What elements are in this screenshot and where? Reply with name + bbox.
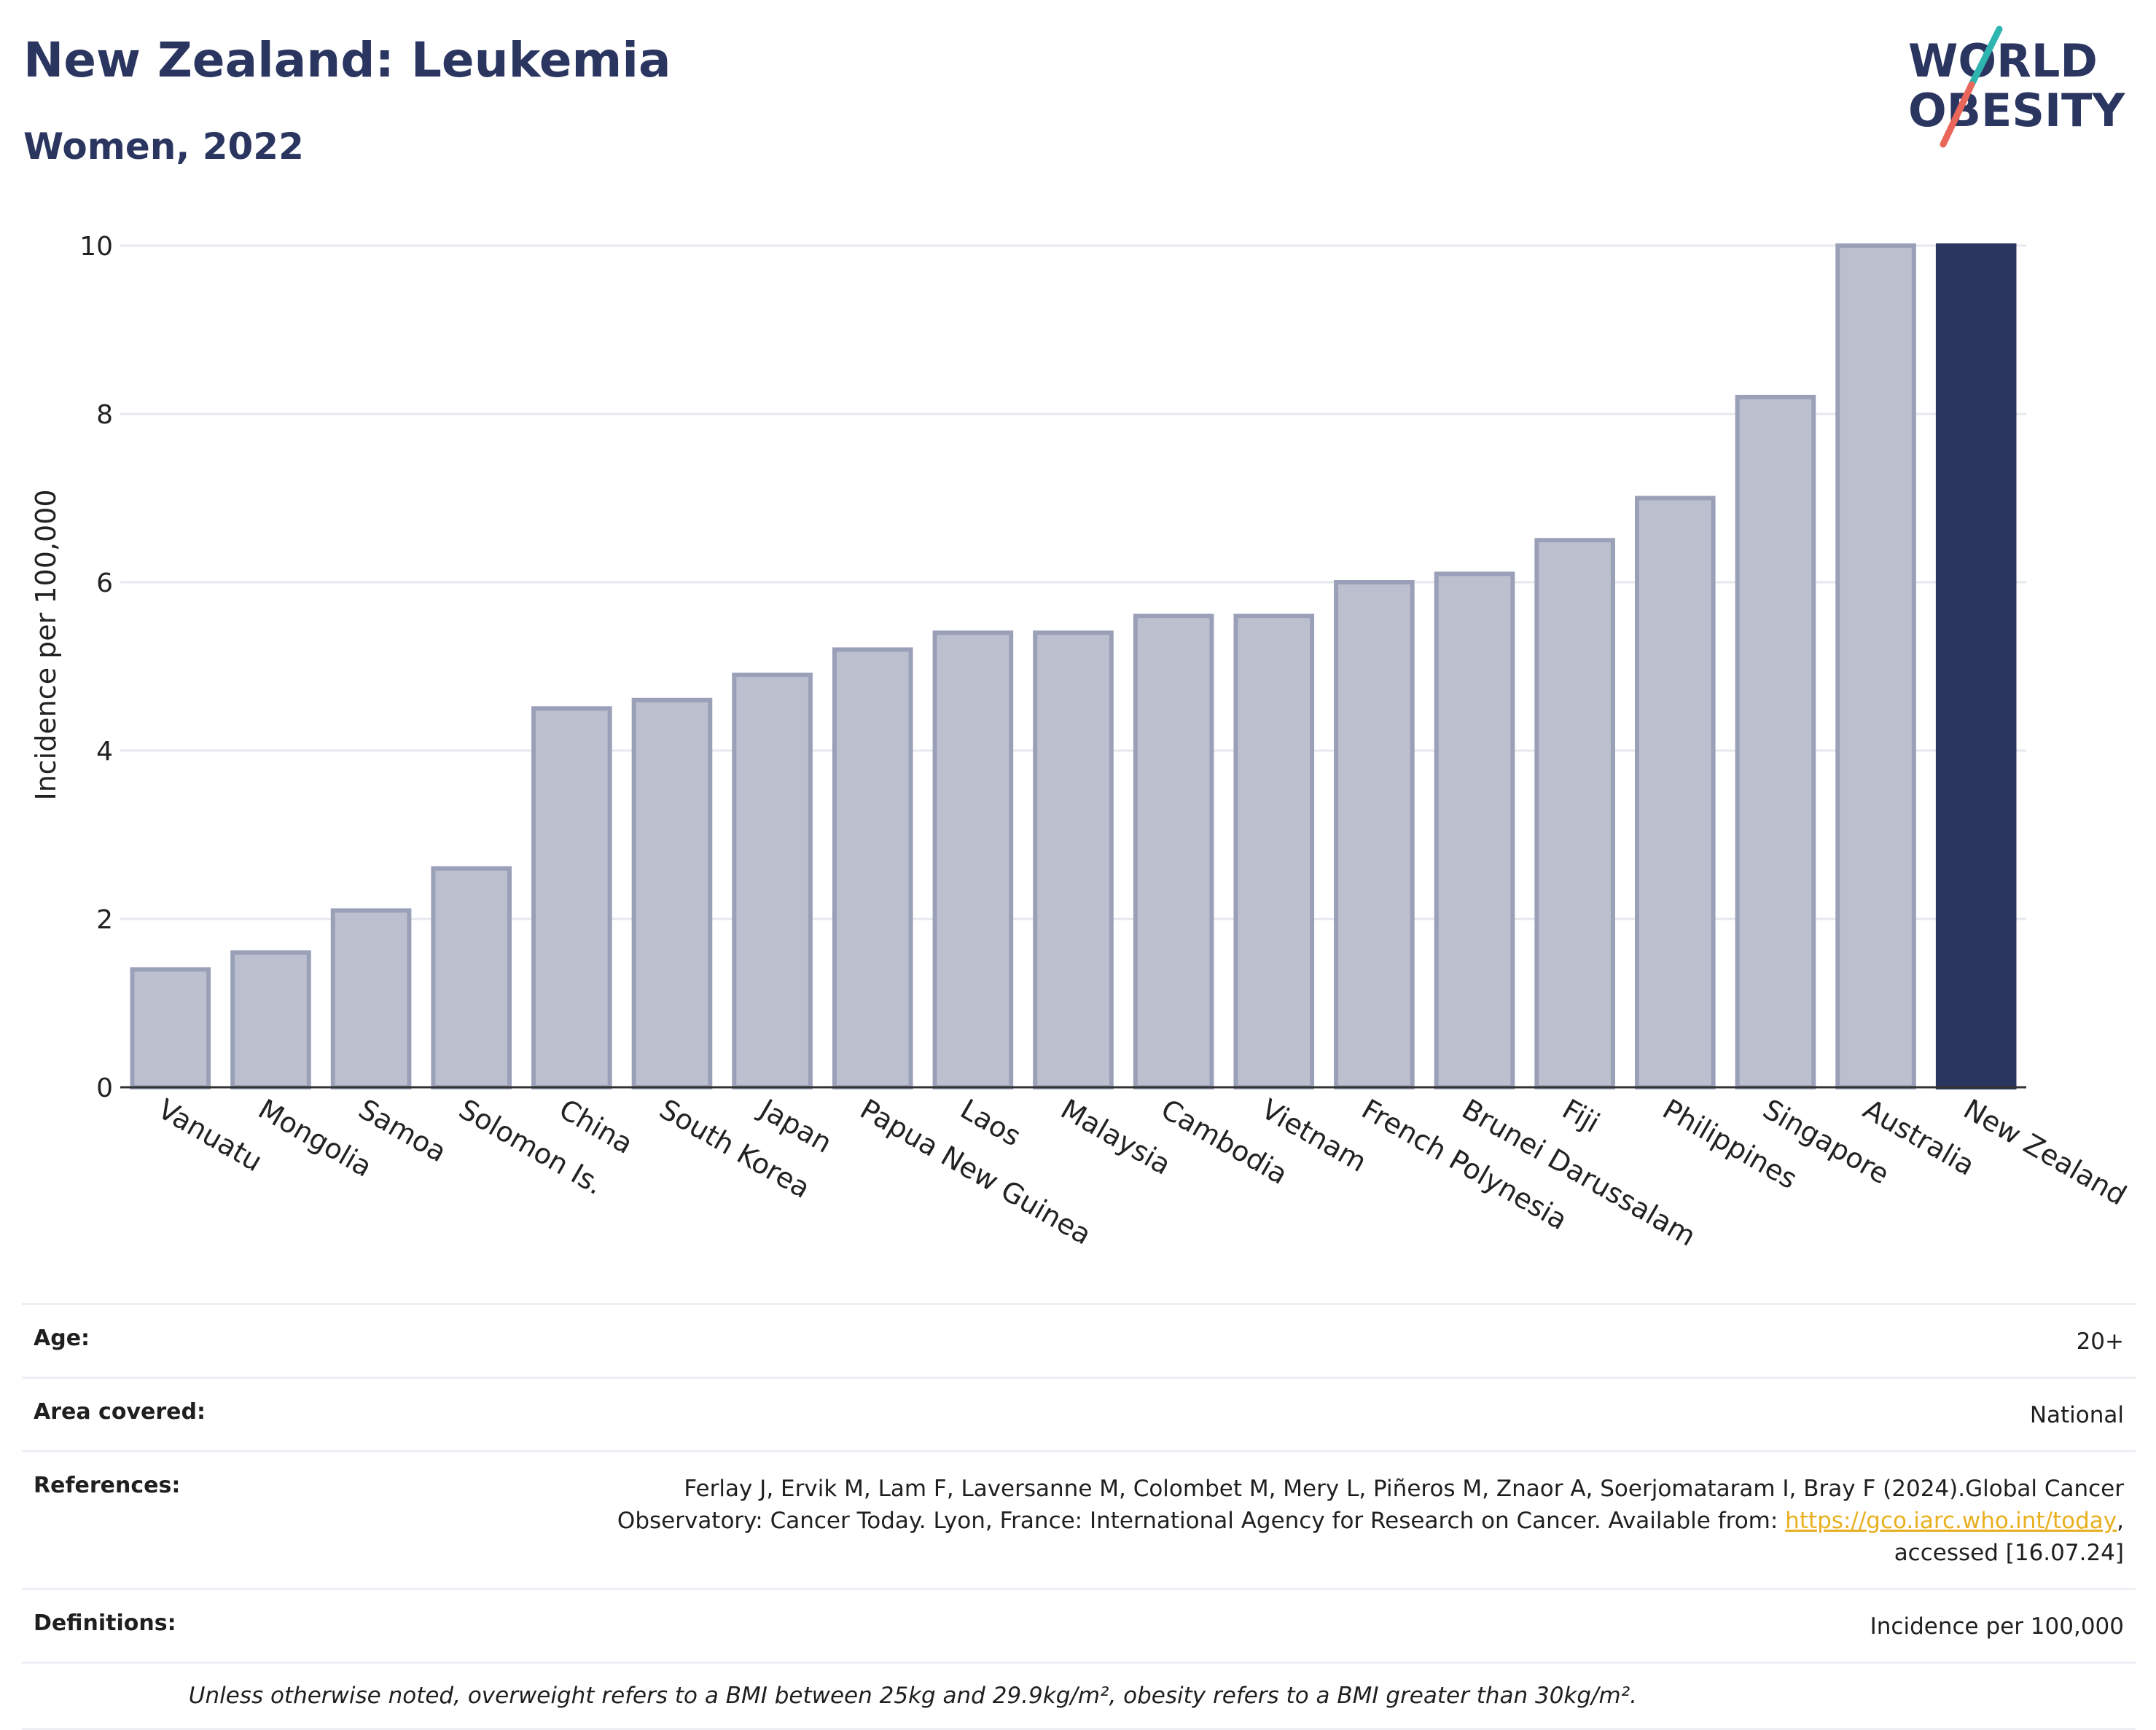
bar-malaysia[interactable] [1033, 630, 1114, 1089]
page-subtitle: Women, 2022 [23, 125, 304, 168]
info-row-definitions: Definitions: Incidence per 100,000 [22, 1588, 2136, 1661]
bar-japan[interactable] [732, 673, 813, 1089]
bar-cambodia[interactable] [1133, 614, 1214, 1089]
page-title: New Zealand: Leukemia [23, 32, 671, 88]
definitions-label: Definitions: [34, 1610, 176, 1636]
y-tick-label: 0 [96, 1073, 113, 1103]
bar-laos[interactable] [932, 630, 1014, 1089]
reference-line2: Observatory: Cancer Today. Lyon, France:… [617, 1508, 1786, 1534]
x-tick-label: Vanuatu [152, 1093, 267, 1178]
bar-samoa[interactable] [330, 908, 412, 1089]
reference-line3: accessed [16.07.24] [1894, 1540, 2124, 1566]
info-row-area: Area covered: National [22, 1377, 2136, 1450]
reference-link[interactable]: https://gco.iarc.who.int/today [1785, 1508, 2117, 1534]
logo-slash-coral [1940, 81, 1975, 148]
age-label: Age: [34, 1326, 90, 1351]
bar-south-korea[interactable] [631, 697, 713, 1089]
area-value: National [2029, 1402, 2124, 1428]
y-tick-labels: 0 2 4 6 8 10 [79, 232, 113, 1103]
logo-line2: OBESITY [1908, 84, 2125, 137]
bars [130, 243, 2017, 1090]
x-tick-label: Laos [955, 1093, 1026, 1153]
y-axis-label: Incidence per 100,000 [30, 489, 62, 800]
reference-line2-end: , [2117, 1508, 2124, 1534]
bar-french-polynesia[interactable] [1334, 580, 1415, 1089]
info-row-note: Unless otherwise noted, overweight refer… [22, 1661, 2136, 1730]
y-tick-label: 8 [96, 400, 113, 430]
bar-vietnam[interactable] [1233, 614, 1315, 1089]
logo-line1: WORLD [1908, 34, 2098, 87]
logo-slash-teal [1968, 26, 2003, 88]
definitions-value: Incidence per 100,000 [1870, 1613, 2124, 1640]
bar-new-zealand[interactable] [1935, 243, 2017, 1089]
y-tick-label: 10 [79, 232, 113, 262]
age-value: 20+ [2076, 1328, 2124, 1355]
world-obesity-logo: WORLD OBESITY [1908, 26, 2125, 148]
references-label: References: [34, 1473, 181, 1498]
x-tick-label: Fiji [1557, 1093, 1605, 1139]
info-table: Age: 20+ Area covered: National Referenc… [22, 1303, 2136, 1730]
bar-solomon-is[interactable] [431, 866, 512, 1089]
x-tick-label: New Zealand [1958, 1093, 2132, 1212]
bmi-note: Unless otherwise noted, overweight refer… [188, 1683, 1637, 1709]
bar-australia[interactable] [1835, 243, 1916, 1089]
x-tick-label: Malaysia [1055, 1093, 1176, 1181]
y-tick-label: 2 [96, 905, 113, 935]
bar-singapore[interactable] [1735, 394, 1816, 1089]
info-row-references: References: Ferlay J, Ervik M, Lam F, La… [22, 1450, 2136, 1588]
area-label: Area covered: [34, 1399, 206, 1425]
bar-papua-new-guinea[interactable] [832, 647, 913, 1089]
reference-line1: Ferlay J, Ervik M, Lam F, Laversanne M, … [684, 1476, 2124, 1502]
x-tick-label: Mongolia [253, 1093, 378, 1183]
bar-china[interactable] [531, 706, 612, 1089]
bar-mongolia[interactable] [230, 950, 311, 1089]
references-value: Ferlay J, Ervik M, Lam F, Laversanne M, … [617, 1473, 2124, 1569]
bar-vanuatu[interactable] [130, 967, 211, 1090]
bar-brunei-darussalam[interactable] [1434, 571, 1515, 1089]
y-tick-label: 4 [96, 737, 113, 767]
info-row-age: Age: 20+ [22, 1303, 2136, 1377]
bar-philippines[interactable] [1634, 496, 1716, 1089]
bar-fiji[interactable] [1534, 538, 1615, 1089]
y-tick-label: 6 [96, 568, 113, 598]
